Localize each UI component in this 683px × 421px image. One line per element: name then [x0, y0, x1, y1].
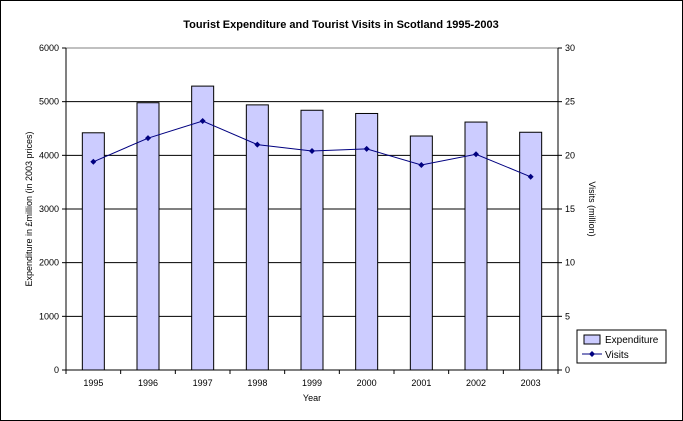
- expenditure-bars: [81, 85, 543, 371]
- visits-point: [254, 141, 261, 148]
- y-tick-label: 4000: [39, 150, 59, 160]
- y-tick-label: 2000: [39, 258, 59, 268]
- y-tick-label: 5000: [39, 97, 59, 107]
- y2-tick-label: 30: [565, 43, 575, 53]
- visits-point: [90, 158, 97, 165]
- legend-expenditure-swatch: [583, 334, 601, 345]
- x-tick-label: 2000: [357, 378, 377, 388]
- y-tick-label: 6000: [39, 43, 59, 53]
- x-tick-label: 2002: [466, 378, 486, 388]
- visits-line-series: [90, 117, 534, 180]
- y2-tick-label: 10: [565, 258, 575, 268]
- y-tick-label: 1000: [39, 311, 59, 321]
- expenditure-bar: [355, 112, 379, 371]
- expenditure-bar: [81, 132, 105, 371]
- y2-tick-label: 5: [565, 311, 570, 321]
- expenditure-bar: [464, 121, 488, 371]
- visits-point: [145, 135, 151, 142]
- expenditure-bar: [136, 102, 160, 371]
- y2-tick-label: 0: [565, 365, 570, 375]
- x-tick-label: 1997: [193, 378, 213, 388]
- expenditure-bar: [519, 131, 543, 371]
- visits-point: [199, 117, 206, 124]
- y-axis-label: Expenditure in £million (in 2003 prices): [24, 131, 34, 286]
- x-tick-label: 2003: [521, 378, 541, 388]
- legend-visits-marker: [589, 351, 595, 357]
- y2-tick-label: 25: [565, 97, 575, 107]
- right-axis-ticks: 0 5 10 15 20 25 30: [557, 43, 575, 375]
- x-axis-label: Year: [303, 393, 321, 403]
- x-axis-ticks: 1995 1996 1997 1998 1999 2000 2001 2002 2003: [65, 369, 559, 388]
- visits-point: [527, 173, 534, 180]
- x-tick-label: 1998: [247, 378, 267, 388]
- x-tick-label: 2001: [411, 378, 431, 388]
- visits-point: [363, 145, 370, 152]
- x-tick-label: 1995: [83, 378, 103, 388]
- x-tick-label: 1996: [138, 378, 158, 388]
- visits-point: [309, 148, 315, 155]
- expenditure-bar: [409, 135, 433, 371]
- visits-point: [418, 161, 425, 168]
- legend: Expenditure Visits: [576, 329, 667, 364]
- y2-tick-label: 15: [565, 204, 575, 214]
- visits-point: [473, 151, 479, 158]
- expenditure-bar: [191, 85, 215, 371]
- y2-tick-label: 20: [565, 150, 575, 160]
- chart-title: Tourist Expenditure and Tourist Visits i…: [183, 19, 498, 31]
- x-tick-label: 1999: [302, 378, 322, 388]
- left-axis-ticks: 0 1000 2000 3000 4000 5000 6000: [39, 43, 67, 375]
- y-tick-label: 0: [54, 365, 59, 375]
- y-tick-label: 3000: [39, 204, 59, 214]
- y2-axis-label: Visits (million): [587, 181, 597, 236]
- legend-visits-label: Visits: [605, 350, 629, 361]
- legend-expenditure-label: Expenditure: [605, 335, 659, 346]
